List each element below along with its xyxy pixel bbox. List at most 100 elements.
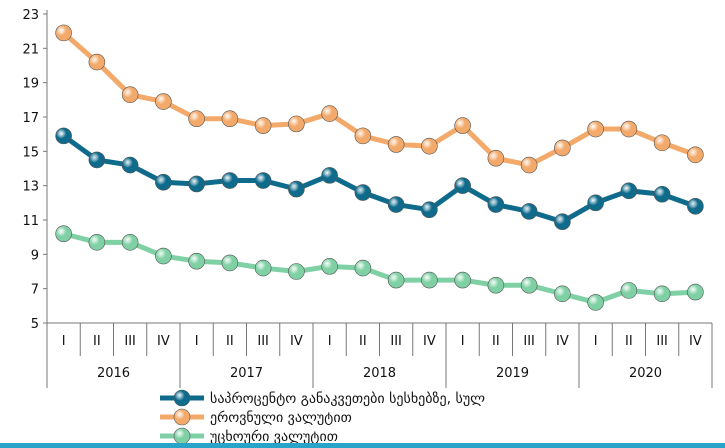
data-point <box>387 136 405 153</box>
quarter-label: IV <box>556 334 569 349</box>
year-label: 2016 <box>97 366 130 381</box>
data-point <box>121 86 139 103</box>
data-point <box>254 259 272 277</box>
legend-label: ეროვნული ვალუტით <box>210 409 352 426</box>
quarter-label: II <box>226 334 234 349</box>
y-tick-label: 15 <box>22 145 39 160</box>
quarter-label: II <box>359 334 367 349</box>
year-label: 2020 <box>629 366 662 381</box>
legend-marker <box>173 389 191 407</box>
quarter-label: I <box>328 334 332 349</box>
data-point <box>88 151 106 169</box>
data-point <box>387 196 405 213</box>
y-tick-label: 21 <box>22 42 39 57</box>
data-point <box>554 213 571 231</box>
quarter-label: II <box>93 334 101 349</box>
data-point <box>687 283 704 301</box>
data-point <box>520 276 538 294</box>
data-point <box>354 259 372 277</box>
year-label: 2019 <box>496 366 529 381</box>
data-point <box>121 156 139 174</box>
data-point <box>587 294 604 311</box>
quarter-label: III <box>124 334 136 349</box>
data-point <box>321 105 338 122</box>
quarter-label: IV <box>423 334 436 349</box>
legend: საპროცენტო განაკვეთები სესხებზე, სულ ეროვ… <box>160 389 485 445</box>
data-point <box>620 182 638 200</box>
data-point <box>321 258 338 275</box>
bottom-accent-bar <box>0 443 725 448</box>
data-point <box>554 139 571 157</box>
data-point <box>620 282 638 299</box>
quarter-label: III <box>257 334 269 349</box>
plot-area <box>55 24 704 311</box>
data-point <box>55 24 72 42</box>
data-point <box>587 120 604 138</box>
data-point <box>121 234 139 251</box>
data-point <box>88 53 106 71</box>
data-point <box>254 172 272 189</box>
data-point <box>221 172 239 189</box>
x-axis: I II III IV I II III IV I II III IV I II III IV I II III IV… <box>46 322 713 388</box>
data-point <box>421 201 438 218</box>
data-point <box>155 173 172 191</box>
data-point <box>55 225 72 243</box>
quarter-label: IV <box>290 334 303 349</box>
quarter-label: II <box>625 334 633 349</box>
data-point <box>254 117 272 134</box>
data-point <box>487 276 505 294</box>
data-point <box>354 184 372 201</box>
data-point <box>421 137 438 155</box>
quarter-label: III <box>523 334 535 349</box>
y-tick-label: 11 <box>22 214 39 229</box>
quarter-label: II <box>492 334 500 349</box>
data-point <box>520 203 538 220</box>
quarter-label: IV <box>157 334 170 349</box>
year-label: 2018 <box>363 366 396 381</box>
data-point <box>487 196 505 213</box>
quarter-label: I <box>594 334 598 349</box>
data-point <box>387 271 405 289</box>
legend-label: საპროცენტო განაკვეთები სესხებზე, სულ <box>210 390 485 407</box>
quarter-label: I <box>62 334 66 349</box>
data-point <box>687 146 704 164</box>
data-point <box>487 149 505 167</box>
data-point <box>221 254 239 272</box>
data-point <box>155 93 172 110</box>
data-point <box>653 134 671 152</box>
data-point <box>554 285 571 303</box>
legend-marker <box>173 427 191 445</box>
data-point <box>88 234 106 251</box>
data-point <box>288 263 305 280</box>
legend-marker <box>173 408 191 426</box>
data-point <box>454 271 471 289</box>
y-tick-label: 17 <box>22 111 39 126</box>
data-point <box>321 167 338 184</box>
data-point <box>421 271 438 289</box>
quarter-label: I <box>195 334 199 349</box>
data-point <box>221 110 239 128</box>
quarter-label: III <box>656 334 668 349</box>
quarter-label: I <box>461 334 465 349</box>
data-point <box>687 197 704 215</box>
data-point <box>188 110 205 128</box>
data-point <box>288 115 305 133</box>
year-label: 2017 <box>230 366 263 381</box>
data-point <box>288 180 305 198</box>
data-point <box>454 177 471 194</box>
quarter-label: IV <box>689 334 702 349</box>
data-point <box>653 285 671 303</box>
y-axis: 5 7 9 11 13 15 17 19 21 23 <box>22 8 48 332</box>
series-line <box>63 231 696 305</box>
y-tick-label: 7 <box>31 283 39 298</box>
data-point <box>587 194 604 212</box>
data-point <box>454 117 471 134</box>
y-tick-label: 5 <box>31 317 39 332</box>
data-point <box>155 247 172 265</box>
y-tick-label: 13 <box>22 180 39 195</box>
data-point <box>354 127 372 145</box>
y-tick-label: 23 <box>22 8 39 23</box>
data-point <box>188 252 205 270</box>
data-point <box>55 127 72 145</box>
